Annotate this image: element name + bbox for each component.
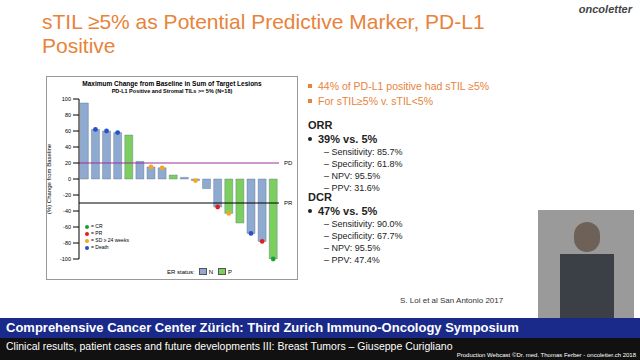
html-text:– PPV: 31.6%: – PPV: 31.6%: [324, 183, 380, 193]
html-text:N: N: [208, 268, 213, 275]
html-text:– Specificity: 61.8%: – Specificity: 61.8%: [324, 159, 403, 169]
html-text:– Sensitivity: 90.0%: – Sensitivity: 90.0%: [324, 219, 403, 229]
html-text:sTIL ≥5% as Potential Predicti: sTIL ≥5% as Potential Predictive Marker,…: [42, 10, 485, 57]
html-text:P: P: [228, 268, 232, 275]
svg-text:60: 60: [65, 128, 71, 134]
svg-text:80: 80: [65, 112, 71, 118]
html-text:Maximum Change from Baseline i: Maximum Change from Baseline in Sum of T…: [82, 80, 262, 87]
svg-text:(%) Change from Baseline: (%) Change from Baseline: [47, 143, 52, 214]
svg-text:-60: -60: [63, 224, 71, 230]
html-text:= PR: = PR: [91, 230, 103, 236]
svg-text:40: 40: [65, 144, 71, 150]
html-text:= CR: = CR: [91, 223, 103, 229]
html-text:– NPV: 95.5%: – NPV: 95.5%: [324, 171, 381, 181]
html-text:S. Loi et al San Antonio 2017: S. Loi et al San Antonio 2017: [400, 296, 504, 305]
svg-text:-100: -100: [60, 256, 71, 262]
html-text:PD-L1 Positive and Stromal TIL: PD-L1 Positive and Stromal TILs >= 5% (N…: [111, 88, 233, 94]
svg-text:PD: PD: [284, 160, 293, 166]
html-text:ER status:: ER status:: [167, 268, 195, 275]
html-text:For sTIL≥5% v. sTIL<5%: For sTIL≥5% v. sTIL<5%: [318, 95, 433, 107]
svg-text:20: 20: [65, 160, 71, 166]
html-text:Production Webcast ©Dr. med. T: Production Webcast ©Dr. med. Thomas Ferb…: [456, 352, 636, 358]
svg-text:100: 100: [62, 96, 71, 102]
html-text:– Specificity: 67.7%: – Specificity: 67.7%: [324, 231, 403, 241]
html-text:47% vs. 5%: 47% vs. 5%: [318, 205, 378, 217]
html-text:ORR: ORR: [308, 119, 333, 131]
svg-text:-80: -80: [63, 240, 71, 246]
html-text:= SD ≥ 24 weeks: = SD ≥ 24 weeks: [91, 237, 129, 243]
svg-text:-40: -40: [63, 208, 71, 214]
svg-text:-20: -20: [63, 192, 71, 198]
html-text:39% vs. 5%: 39% vs. 5%: [318, 133, 378, 145]
html-text:oncoletter: oncoletter: [578, 3, 632, 15]
html-text:44% of PD-L1 positive had sTIL: 44% of PD-L1 positive had sTIL ≥5%: [318, 80, 490, 92]
html-text:– NPV: 95.5%: – NPV: 95.5%: [324, 243, 381, 253]
html-text:Clinical results, patient case: Clinical results, patient cases and futu…: [6, 340, 453, 352]
html-text:= Death: = Death: [91, 244, 109, 250]
html-text:Comprehensive Cancer Center Zü: Comprehensive Cancer Center Zürich: Thir…: [6, 320, 519, 335]
html-text:– PPV: 47.4%: – PPV: 47.4%: [324, 255, 380, 265]
svg-text:0: 0: [68, 176, 71, 182]
html-text:– Sensitivity: 85.7%: – Sensitivity: 85.7%: [324, 147, 403, 157]
html-text:DCR: DCR: [308, 191, 332, 203]
svg-text:PR: PR: [284, 200, 293, 206]
